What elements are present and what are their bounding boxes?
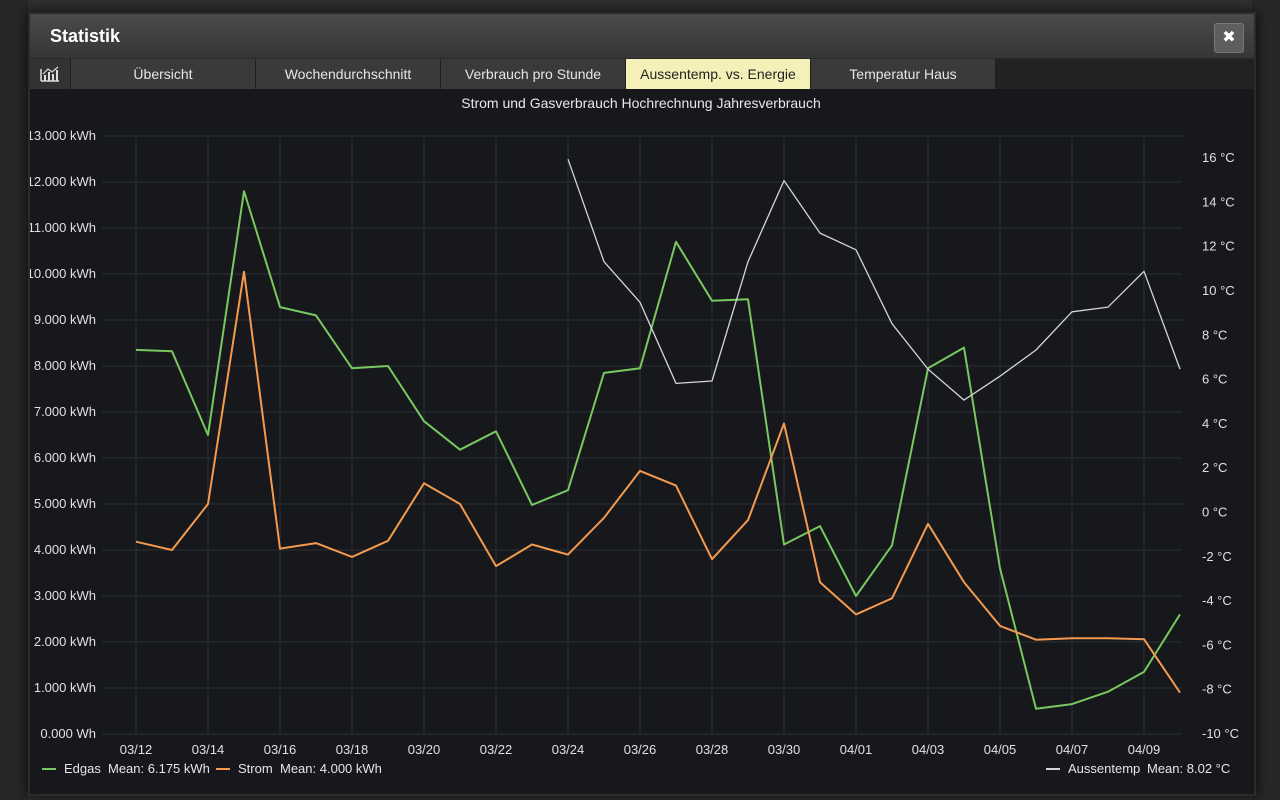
y-left-tick-label: 10.000 kWh (30, 266, 96, 281)
y-right-tick-label: 0 °C (1202, 505, 1227, 520)
close-icon: ✖ (1222, 29, 1236, 46)
y-left-tick-label: 12.000 kWh (30, 174, 96, 189)
y-right-tick-label: 6 °C (1202, 372, 1227, 387)
y-left-tick-label: 7.000 kWh (34, 404, 96, 419)
x-tick-label: 03/22 (480, 742, 513, 757)
x-tick-label: 03/20 (408, 742, 441, 757)
x-tick-label: 04/01 (840, 742, 873, 757)
y-right-tick-label: 4 °C (1202, 416, 1227, 431)
legend-aussentemp-mean: Mean: 8.02 °C (1147, 761, 1230, 776)
tab-temperatur-haus[interactable]: Temperatur Haus (811, 59, 996, 89)
series-line-aussentemp (567, 158, 1181, 401)
x-tick-label: 03/30 (768, 742, 801, 757)
y-left-tick-label: 5.000 kWh (34, 496, 96, 511)
legend-edgas-name: Edgas (64, 761, 101, 776)
y-right-tick-label: -8 °C (1202, 682, 1232, 697)
x-tick-label: 03/24 (552, 742, 585, 757)
background-panel-right (1252, 0, 1280, 800)
y-left-tick-label: 0.000 Wh (40, 726, 96, 741)
y-left-tick-label: 4.000 kWh (34, 542, 96, 557)
y-left-tick-label: 8.000 kWh (34, 358, 96, 373)
chart-icon[interactable] (30, 59, 71, 89)
x-tick-label: 04/03 (912, 742, 945, 757)
x-tick-label: 04/07 (1056, 742, 1089, 757)
y-left-tick-label: 9.000 kWh (34, 312, 96, 327)
background-panel-left (0, 0, 28, 800)
y-right-tick-label: 8 °C (1202, 327, 1227, 342)
chart-area: Strom und Gasverbrauch Hochrechnung Jahr… (27, 88, 1254, 794)
y-left-tick-label: 3.000 kWh (34, 588, 96, 603)
series-line-edgas (135, 190, 1181, 710)
chart-title: Strom und Gasverbrauch Hochrechnung Jahr… (461, 95, 821, 111)
x-tick-label: 03/28 (696, 742, 729, 757)
statistik-dialog: Statistik ✖ Übersicht Wochendurchschnitt… (27, 12, 1256, 796)
tab-aussentemp-vs-energie[interactable]: Aussentemp. vs. Energie (626, 59, 811, 89)
x-tick-label: 03/18 (336, 742, 369, 757)
x-tick-label: 03/16 (264, 742, 297, 757)
y-left-tick-label: 13.000 kWh (30, 128, 96, 143)
y-right-tick-label: 14 °C (1202, 194, 1235, 209)
y-left-tick-label: 11.000 kWh (30, 220, 96, 235)
close-button[interactable]: ✖ (1214, 23, 1244, 53)
y-right-tick-label: 12 °C (1202, 239, 1235, 254)
y-left-tick-label: 1.000 kWh (34, 680, 96, 695)
tab-wochendurchschnitt[interactable]: Wochendurchschnitt (256, 59, 441, 89)
legend-aussentemp-name: Aussentemp (1068, 761, 1140, 776)
x-tick-label: 03/12 (120, 742, 153, 757)
y-right-tick-label: 2 °C (1202, 460, 1227, 475)
y-right-tick-label: -10 °C (1202, 726, 1239, 741)
x-tick-label: 04/09 (1128, 742, 1161, 757)
y-left-tick-label: 2.000 kWh (34, 634, 96, 649)
y-left-tick-label: 6.000 kWh (34, 450, 96, 465)
dialog-title: Statistik (50, 26, 121, 46)
legend-edgas-mean: Mean: 6.175 kWh (108, 761, 210, 776)
energy-line-chart: Strom und Gasverbrauch Hochrechnung Jahr… (27, 95, 1239, 776)
dialog-header: Statistik ✖ (30, 14, 1254, 59)
legend-strom-name: Strom (238, 761, 273, 776)
y-right-tick-label: -6 °C (1202, 637, 1232, 652)
tab-verbrauch-pro-stunde[interactable]: Verbrauch pro Stunde (441, 59, 626, 89)
y-right-tick-label: -2 °C (1202, 549, 1232, 564)
y-right-tick-label: 16 °C (1202, 150, 1235, 165)
x-tick-label: 04/05 (984, 742, 1017, 757)
x-tick-label: 03/26 (624, 742, 657, 757)
legend-strom-mean: Mean: 4.000 kWh (280, 761, 382, 776)
x-tick-label: 03/14 (192, 742, 225, 757)
tab-bar: Übersicht Wochendurchschnitt Verbrauch p… (30, 59, 1254, 89)
y-right-tick-label: 10 °C (1202, 283, 1235, 298)
y-right-tick-label: -4 °C (1202, 593, 1232, 608)
tab-uebersicht[interactable]: Übersicht (71, 59, 256, 89)
series-line-strom (135, 270, 1181, 694)
